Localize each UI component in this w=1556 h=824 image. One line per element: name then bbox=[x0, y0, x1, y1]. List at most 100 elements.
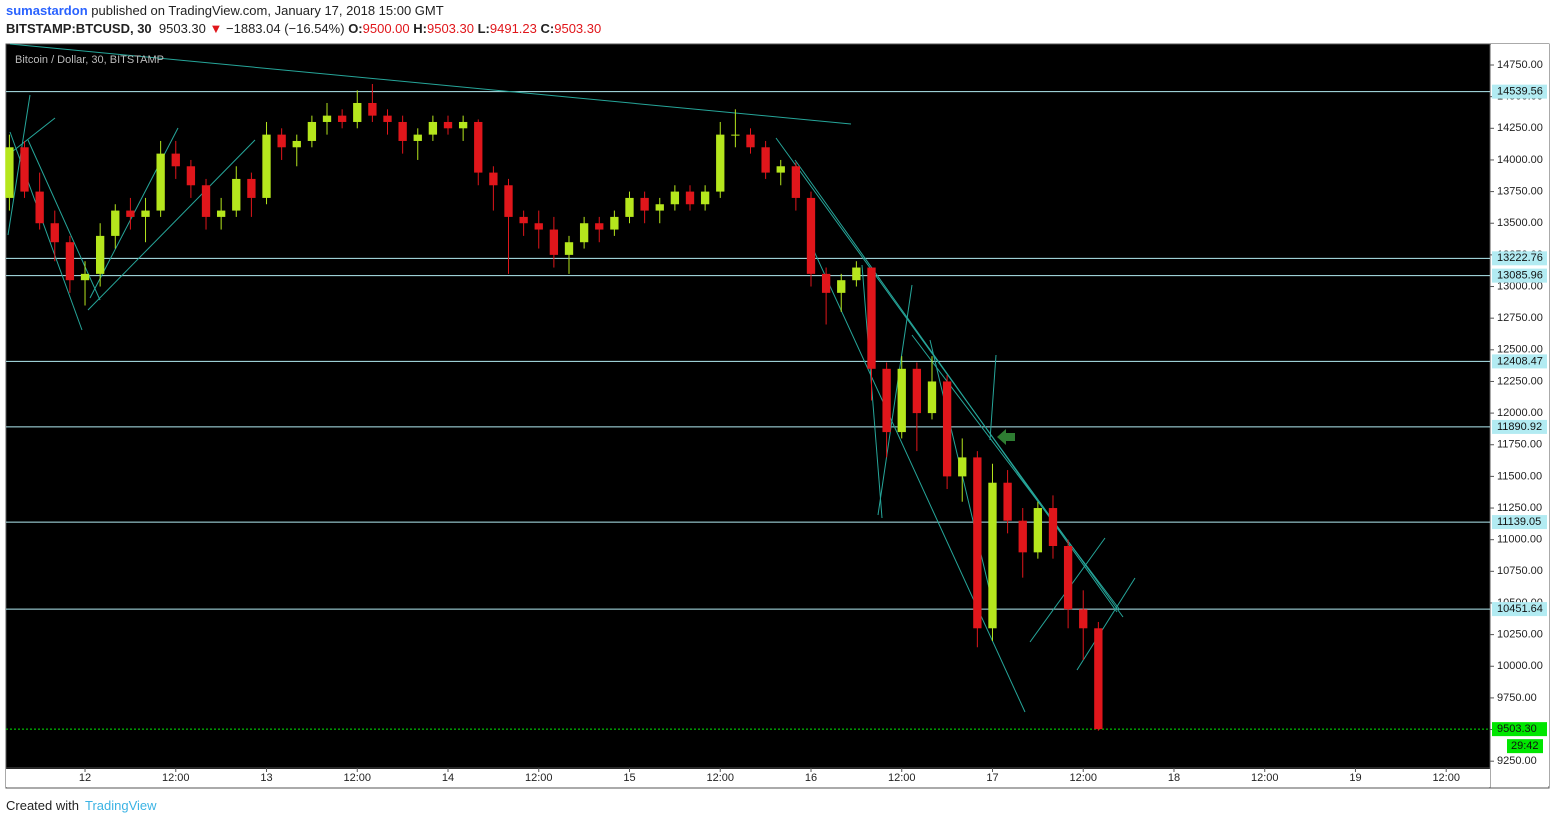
y-tick-label: 10000.00 bbox=[1497, 660, 1543, 672]
candle-body bbox=[156, 153, 165, 211]
author[interactable]: sumastardon bbox=[6, 3, 88, 18]
y-tick-label: 10250.00 bbox=[1497, 629, 1543, 641]
arrow-marker bbox=[997, 429, 1015, 445]
candle-body bbox=[413, 134, 422, 141]
candle-body bbox=[534, 223, 543, 230]
candle-body bbox=[927, 381, 937, 414]
candle-body bbox=[852, 267, 861, 281]
candle-body bbox=[700, 191, 710, 205]
x-tick-label: 16 bbox=[805, 772, 817, 784]
chart-title: Bitcoin / Dollar, 30, BITSTAMP bbox=[15, 54, 164, 66]
y-tick-label: 12000.00 bbox=[1497, 407, 1543, 419]
candle-body bbox=[398, 121, 407, 141]
candle-body bbox=[882, 368, 891, 433]
candle-body bbox=[216, 210, 226, 217]
candle-body bbox=[80, 273, 90, 281]
candle-body bbox=[942, 381, 952, 477]
candle-body bbox=[958, 457, 967, 477]
x-tick-label: 12:00 bbox=[1069, 772, 1097, 784]
y-tick-label: 11250.00 bbox=[1497, 502, 1542, 514]
level-label-bg bbox=[1492, 602, 1547, 617]
y-tick-label: 12500.00 bbox=[1497, 344, 1543, 356]
candle-body bbox=[867, 267, 876, 369]
y-tick-label: 12750.00 bbox=[1497, 312, 1543, 324]
c: 9503.30 bbox=[554, 21, 602, 36]
x-tick-label: 12:00 bbox=[162, 772, 190, 784]
candle-body bbox=[791, 166, 801, 198]
change: −1883.04 (−16.54%) bbox=[226, 21, 345, 36]
o-label: O: bbox=[348, 21, 363, 36]
candle-body bbox=[640, 197, 649, 211]
x-tick-label: 14 bbox=[442, 772, 454, 784]
countdown-bg bbox=[1507, 739, 1543, 754]
y-tick-label: 11750.00 bbox=[1497, 439, 1542, 451]
x-tick-label: 18 bbox=[1168, 772, 1180, 784]
candle-body bbox=[731, 134, 740, 136]
candle-body bbox=[973, 457, 982, 629]
last-price-bg bbox=[1492, 722, 1547, 737]
candle-body bbox=[821, 273, 831, 293]
y-tick-label: 14000.00 bbox=[1497, 154, 1543, 166]
level-label-bg bbox=[1492, 251, 1547, 266]
candle-body bbox=[111, 210, 120, 236]
y-tick-label: 9750.00 bbox=[1497, 692, 1537, 704]
candle-body bbox=[307, 121, 317, 141]
footer: Created with TradingView bbox=[6, 798, 157, 813]
candle-body bbox=[186, 166, 196, 186]
y-axis-bg bbox=[1491, 44, 1549, 786]
candle-body bbox=[337, 115, 347, 122]
candle-body bbox=[50, 223, 59, 243]
candle-body bbox=[368, 102, 377, 116]
candle-body bbox=[20, 147, 29, 192]
candle-body bbox=[897, 368, 906, 433]
candle-body bbox=[595, 223, 604, 230]
level-label-bg bbox=[1492, 515, 1547, 530]
candle-body bbox=[837, 280, 846, 293]
level-label: 14539.56 bbox=[1497, 86, 1543, 98]
level-label: 12408.47 bbox=[1497, 355, 1543, 367]
candle-body bbox=[232, 178, 241, 211]
candle-body bbox=[277, 134, 286, 148]
symbol-line: BITSTAMP:BTCUSD, 30 9503.30 ▼ −1883.04 (… bbox=[6, 21, 601, 36]
x-tick-label: 12:00 bbox=[706, 772, 734, 784]
c-label: C: bbox=[540, 21, 555, 36]
last: 9503.30 bbox=[158, 21, 206, 36]
x-tick-label: 12 bbox=[79, 772, 91, 784]
created: Created with bbox=[6, 798, 79, 813]
candle-body bbox=[504, 185, 513, 217]
level-label: 11139.05 bbox=[1497, 516, 1541, 528]
candle-body bbox=[262, 134, 271, 198]
candle-body bbox=[353, 102, 362, 122]
symbol: BITSTAMP:BTCUSD, 30 bbox=[6, 21, 152, 36]
candle-body bbox=[1003, 482, 1012, 521]
candle-body bbox=[806, 197, 816, 274]
candle-body bbox=[95, 235, 105, 274]
candle-body bbox=[383, 115, 392, 122]
level-label: 10451.64 bbox=[1497, 603, 1543, 615]
candle-body bbox=[1079, 609, 1088, 629]
x-axis-bg bbox=[6, 769, 1490, 787]
level-label: 13222.76 bbox=[1497, 252, 1543, 264]
x-tick-label: 12:00 bbox=[1432, 772, 1460, 784]
x-tick-label: 19 bbox=[1349, 772, 1361, 784]
x-tick-label: 12:00 bbox=[525, 772, 553, 784]
candle-body bbox=[65, 242, 75, 281]
l: 9491.23 bbox=[489, 21, 537, 36]
level-label-bg bbox=[1492, 354, 1547, 369]
y-tick-label: 11000.00 bbox=[1497, 534, 1542, 546]
y-tick-label: 14750.00 bbox=[1497, 59, 1543, 71]
candle-body bbox=[625, 197, 634, 217]
candle-body bbox=[670, 191, 680, 205]
h: 9503.30 bbox=[426, 21, 474, 36]
candle-body bbox=[1063, 546, 1073, 610]
countdown: 29:42 bbox=[1511, 740, 1539, 752]
candle-body bbox=[1048, 508, 1058, 547]
x-tick-label: 12:00 bbox=[1251, 772, 1279, 784]
candle-body bbox=[489, 172, 498, 186]
published: published on TradingView.com, January 17… bbox=[91, 3, 444, 18]
brand[interactable]: TradingView bbox=[84, 798, 157, 813]
level-label-bg bbox=[1492, 84, 1547, 99]
candle-body bbox=[5, 147, 14, 198]
candle-body bbox=[564, 242, 574, 255]
